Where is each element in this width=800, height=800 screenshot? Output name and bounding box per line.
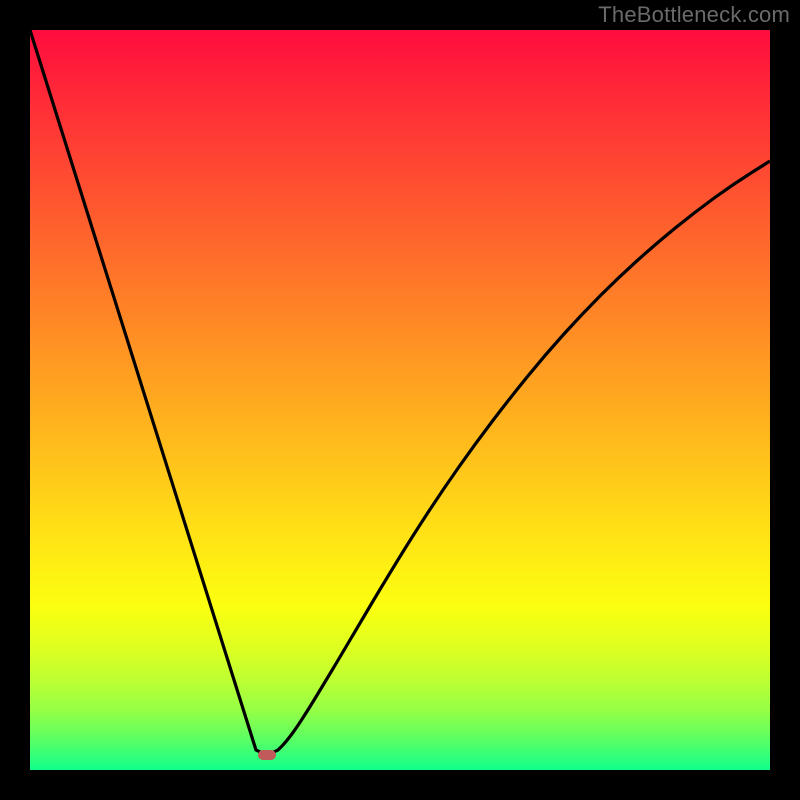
vertex-marker bbox=[258, 750, 276, 760]
chart-container: TheBottleneck.com bbox=[0, 0, 800, 800]
curve-layer bbox=[30, 30, 770, 770]
watermark-text: TheBottleneck.com bbox=[598, 2, 790, 28]
plot-area bbox=[30, 30, 770, 770]
bottleneck-curve bbox=[30, 30, 770, 753]
